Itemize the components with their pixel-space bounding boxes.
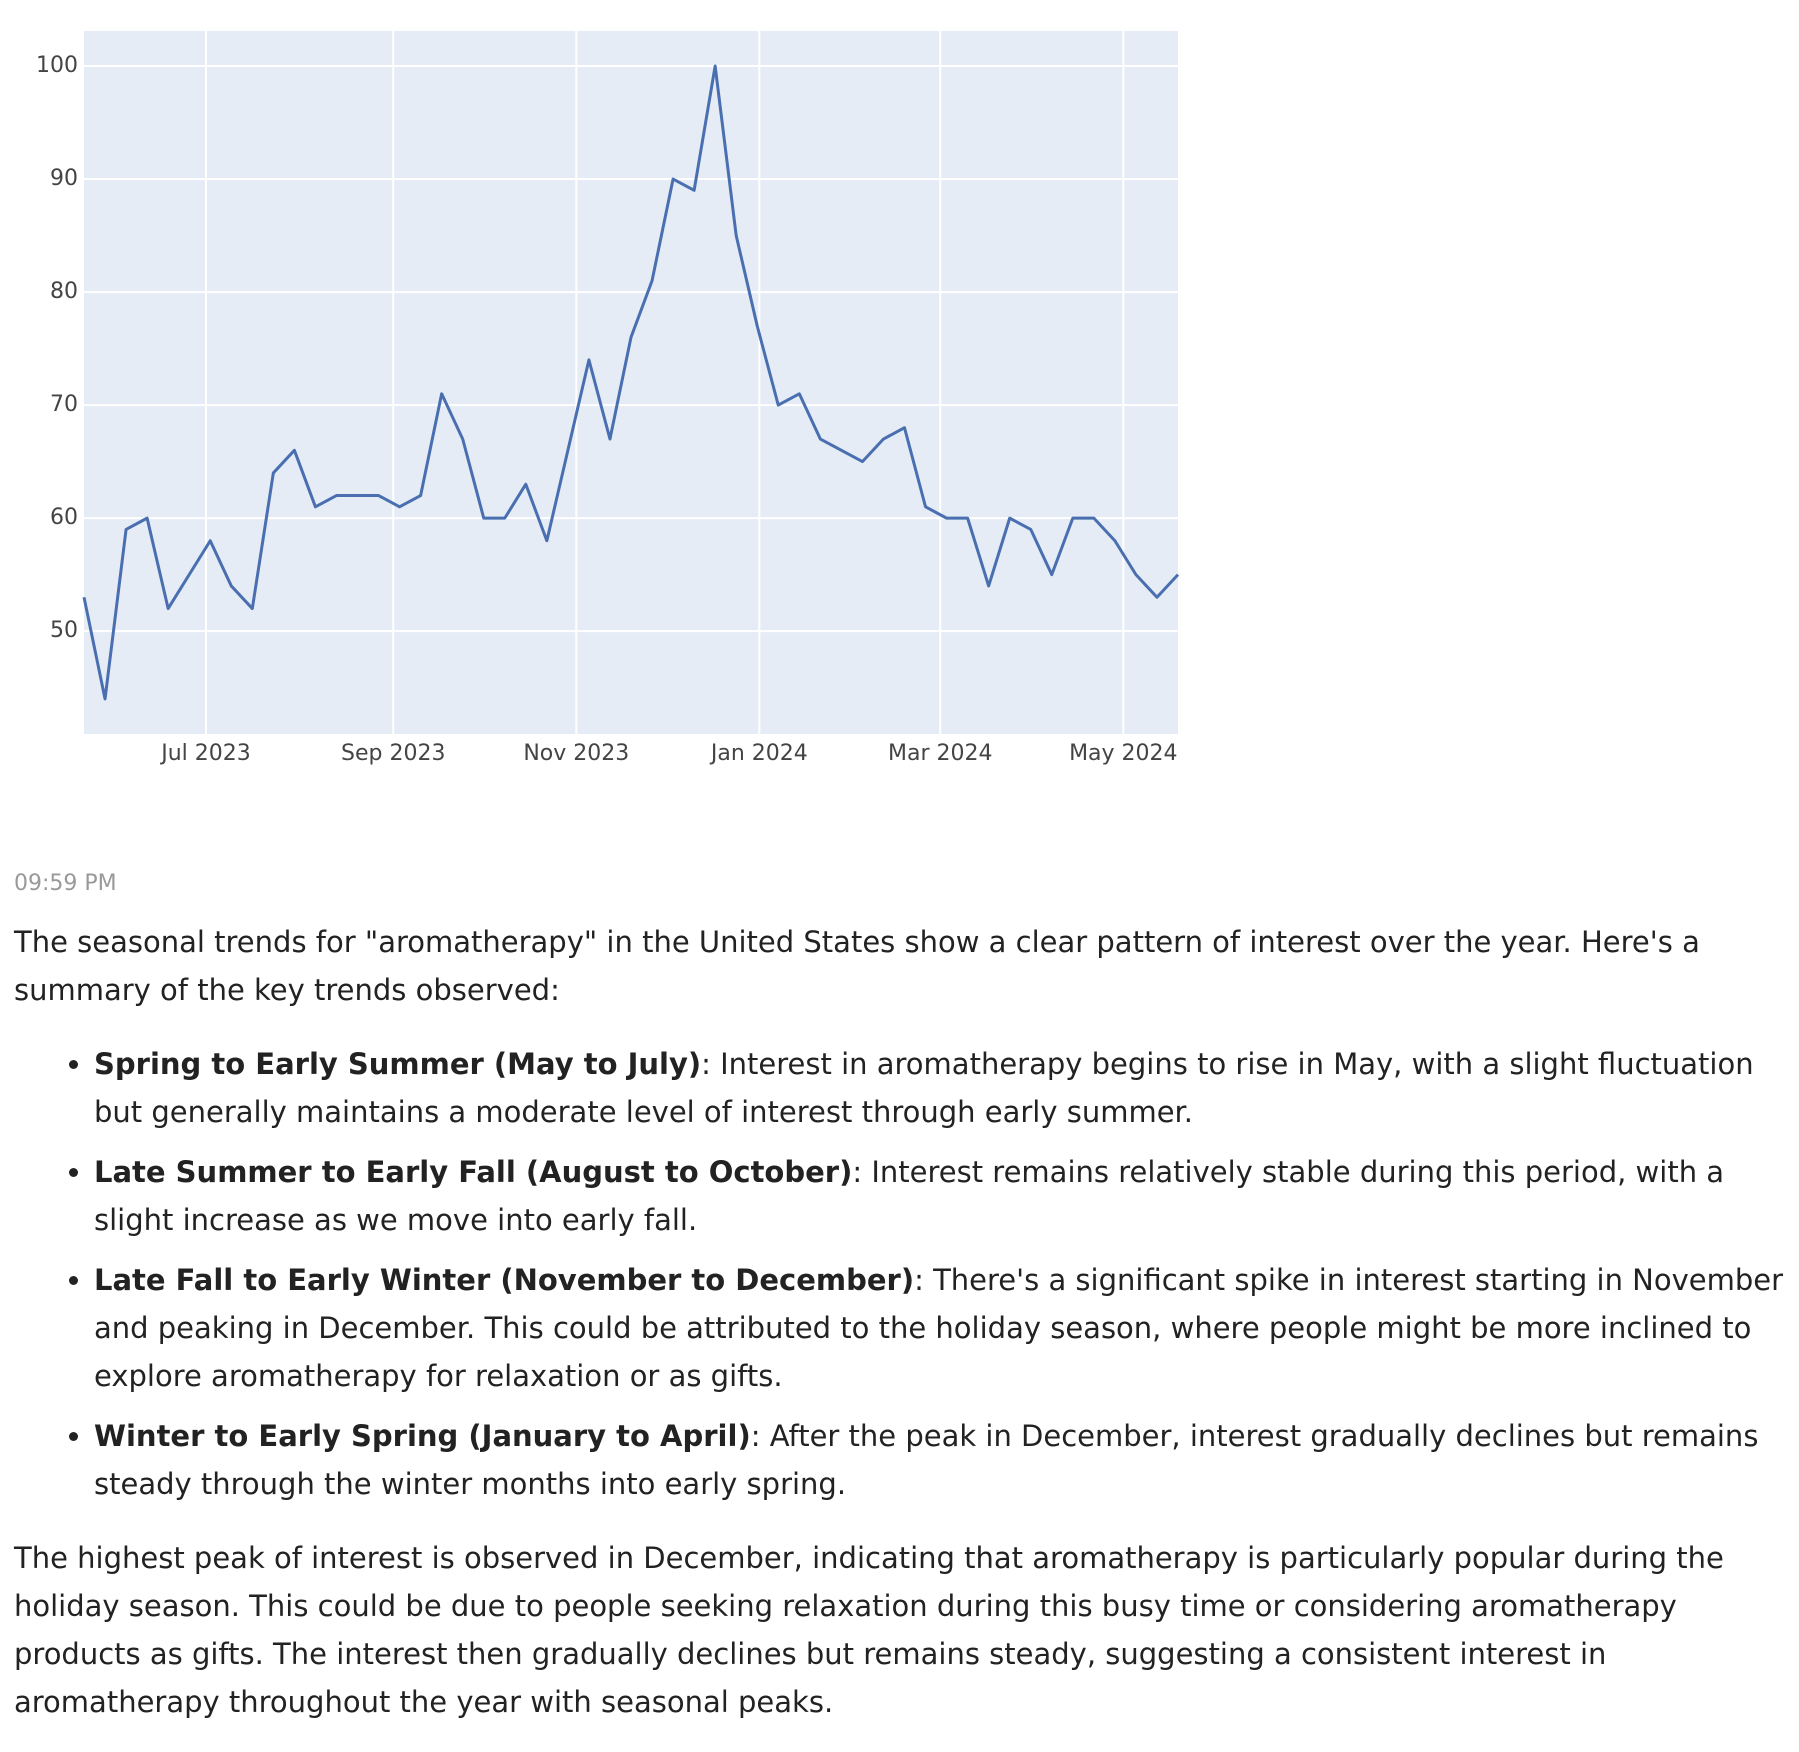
bullet-text: : Interest in aromatherapy begins to ris… [94, 1047, 1754, 1129]
bullet-list: Spring to Early Summer (May to July): In… [14, 1040, 1789, 1508]
bullet-title: Late Summer to Early Fall (August to Oct… [94, 1155, 853, 1189]
x-tick-label: Jul 2023 [159, 741, 251, 766]
bullet: Spring to Early Summer (May to July): In… [94, 1040, 1789, 1136]
bullet-text: : Interest remains relatively stable dur… [94, 1155, 1725, 1237]
y-tick-label: 90 [50, 166, 78, 191]
bullet-title: Late Fall to Early Winter (November to D… [94, 1263, 915, 1297]
x-tick-label: May 2024 [1069, 741, 1177, 766]
chart: 50 60 70 80 90 100 Jul 2023 Sep 2023 Nov 2023 Jan… [36, 31, 1180, 766]
y-tick-label: 60 [50, 505, 78, 530]
message: 09:59 PM The seasonal trends for "aromat… [14, 860, 1789, 1752]
timestamp: 09:59 PM [14, 871, 117, 896]
plot-area [84, 31, 1178, 734]
bullet-title: Spring to Early Summer (May to July) [94, 1047, 702, 1081]
x-tick-label: Sep 2023 [341, 741, 445, 766]
bullet-title: Winter to Early Spring (January to April… [94, 1419, 751, 1453]
x-tick-label: Nov 2023 [523, 741, 629, 766]
bullet: Late Summer to Early Fall (August to Oct… [94, 1148, 1789, 1244]
bullet-text: : After the peak in December, interest g… [94, 1419, 1759, 1501]
y-tick-label: 100 [36, 53, 78, 78]
paragraph: The highest peak of interest is observed… [14, 1541, 1724, 1719]
x-tick-label: Jan 2024 [709, 741, 808, 766]
y-tick-label: 80 [50, 279, 78, 304]
bullet-text: : There's a significant spike in interes… [94, 1263, 1784, 1393]
bullet: Winter to Early Spring (January to April… [94, 1412, 1789, 1508]
data-line [82, 64, 1180, 701]
x-tick-label: Mar 2024 [888, 741, 993, 766]
paragraph: The seasonal trends for "aromatherapy" i… [14, 925, 1700, 1007]
y-tick-label: 70 [50, 392, 78, 417]
y-tick-label: 50 [50, 618, 78, 643]
bullet: Late Fall to Early Winter (November to D… [94, 1256, 1789, 1400]
